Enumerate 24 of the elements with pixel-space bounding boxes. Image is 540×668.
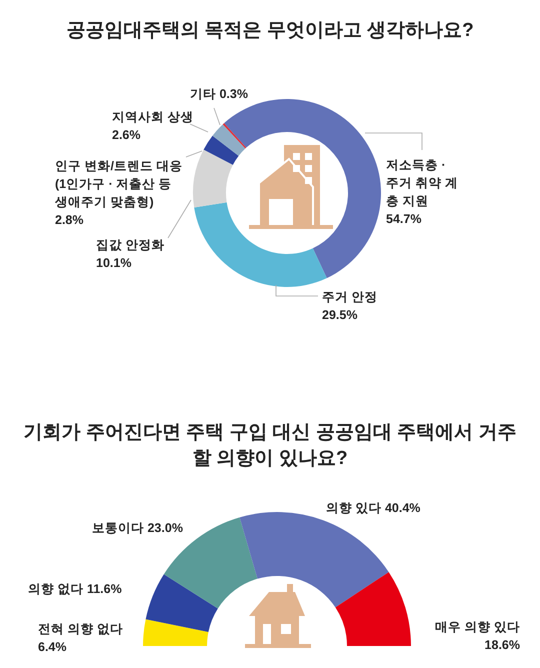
- data-label: 54.7%: [386, 212, 422, 226]
- data-label: 6.4%: [38, 640, 66, 654]
- slice-label: 기타: [190, 87, 216, 101]
- chart-title: 기회가 주어진다면 주택 구입 대신 공공임대 주택에서 거주할 의향이 있나요?: [22, 421, 518, 471]
- chart-title: 공공임대주택의 목적은 무엇이라고 생각하나요?: [65, 19, 475, 43]
- slice-label: 전혀 의향 없다: [38, 622, 123, 636]
- data-label: 23.0%: [147, 521, 183, 535]
- slice-label: 저소득층 · 주거 취약 계층 지원: [386, 158, 458, 208]
- data-label: 11.6%: [86, 582, 122, 596]
- slice-label: 지역사회 상생: [112, 110, 194, 124]
- data-label: 40.4%: [384, 501, 420, 515]
- slice-label: 의향 있다: [326, 501, 382, 515]
- slice-label: 집값 안정화: [96, 238, 164, 252]
- data-label: 0.3%: [219, 87, 248, 101]
- slice-label: 인구 변화/트렌드 대응 (1인가구 · 저출산 등 생애주기 맞춤형): [55, 159, 182, 210]
- data-label: 18.6%: [484, 638, 520, 652]
- data-label: 2.6%: [112, 128, 140, 142]
- slice-label: 의향 없다: [28, 582, 84, 596]
- data-label: 2.8%: [55, 213, 84, 228]
- slice-label: 매우 의향 있다: [435, 620, 520, 634]
- data-label: 29.5%: [322, 308, 358, 322]
- data-label: 10.1%: [96, 256, 132, 270]
- slice-label: 주거 안정: [322, 290, 378, 304]
- slice-label: 보통이다: [92, 521, 144, 535]
